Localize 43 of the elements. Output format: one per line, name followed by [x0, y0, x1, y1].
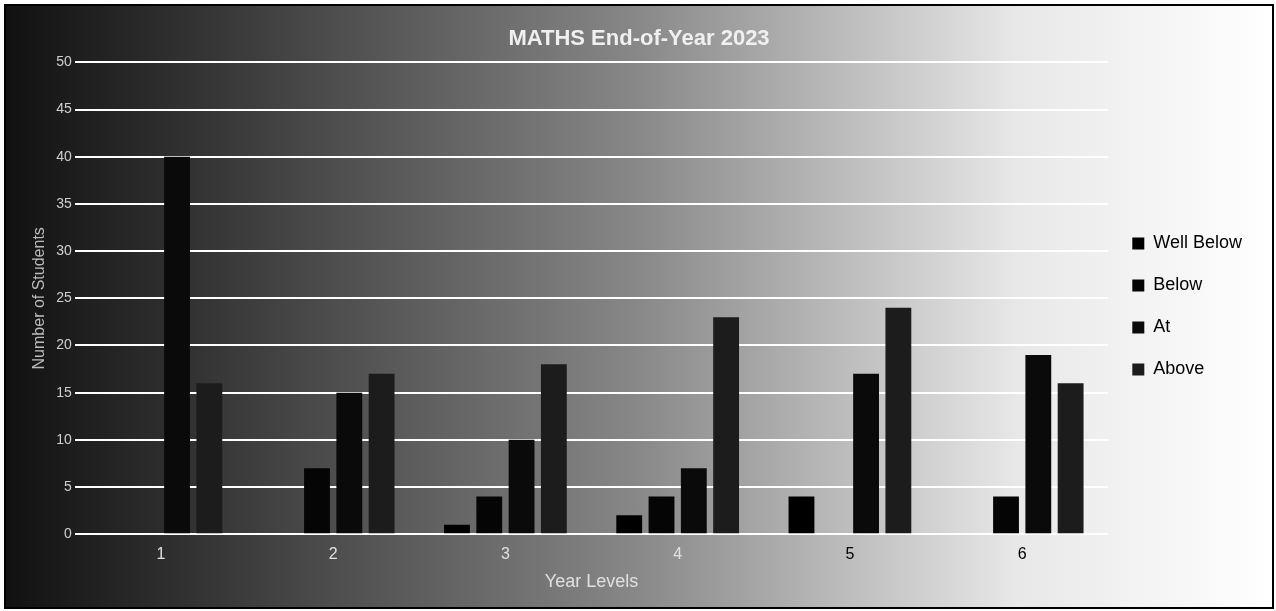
- legend-label: Above: [1153, 358, 1205, 379]
- x-tick-label: 3: [500, 545, 510, 563]
- y-tick-label: 10: [56, 430, 72, 447]
- bar: [476, 496, 503, 534]
- y-axis-title: Number of Students: [30, 227, 48, 370]
- y-tick-label: 50: [56, 53, 72, 70]
- bar: [1025, 354, 1052, 534]
- bar: [713, 317, 740, 534]
- y-tick-label: 35: [56, 194, 72, 211]
- bar: [616, 515, 643, 534]
- bar: [368, 373, 395, 534]
- legend-label: Well Below: [1153, 232, 1243, 253]
- legend-label: At: [1153, 316, 1171, 337]
- bar: [680, 468, 707, 534]
- x-tick-label: 4: [673, 545, 683, 563]
- x-axis-title: Year Levels: [544, 571, 639, 592]
- y-tick-label: 5: [63, 477, 72, 494]
- bar: [336, 392, 363, 534]
- x-tick-label: 5: [845, 545, 855, 563]
- bar: [508, 439, 535, 534]
- y-tick-label: 25: [56, 289, 72, 306]
- bar: [444, 524, 470, 534]
- bar: [648, 496, 675, 534]
- y-tick-label: 30: [56, 241, 72, 258]
- y-tick-label: 15: [56, 383, 72, 400]
- bar: [540, 364, 567, 534]
- x-tick-label: 6: [1017, 545, 1027, 563]
- bar: [885, 307, 912, 534]
- bar: [164, 156, 190, 534]
- y-tick-label: 40: [56, 147, 72, 164]
- x-tick-label: 1: [156, 545, 166, 563]
- bar: [788, 496, 815, 534]
- x-tick-label: 2: [328, 545, 338, 563]
- y-tick-label: 0: [63, 525, 72, 542]
- y-tick-label: 45: [56, 100, 72, 117]
- legend-label: Below: [1153, 274, 1204, 295]
- bar: [196, 383, 223, 534]
- chart-title: MATHS End-of-Year 2023: [508, 25, 770, 51]
- bar: [853, 373, 879, 534]
- bar: [993, 496, 1019, 534]
- bar: [1057, 383, 1084, 534]
- y-tick-label: 20: [56, 336, 72, 353]
- bar: [304, 468, 330, 534]
